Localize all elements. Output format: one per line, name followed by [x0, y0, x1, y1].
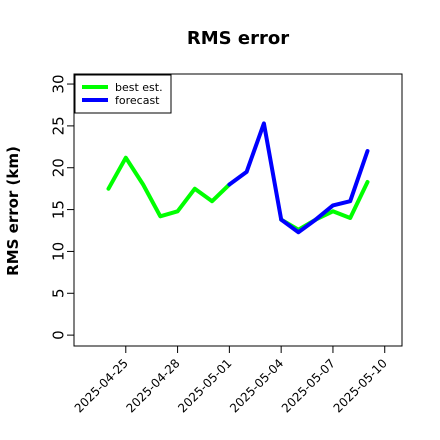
- y-tick-label: 25: [49, 116, 67, 135]
- legend-label: forecast: [115, 94, 160, 107]
- x-tick-label: 2025-04-25: [72, 356, 131, 415]
- y-tick-label: 0: [49, 330, 67, 340]
- y-axis: 0 5 10 15 20 25 30: [49, 74, 74, 340]
- x-tick-label: 2025-04-28: [123, 356, 182, 415]
- y-tick-label: 30: [49, 74, 67, 93]
- y-tick-label: 15: [49, 200, 67, 219]
- x-tick-label: 2025-05-04: [227, 356, 286, 415]
- chart-title: RMS error: [187, 28, 289, 49]
- x-tick-label: 2025-05-10: [331, 356, 390, 415]
- y-tick-label: 5: [49, 289, 67, 299]
- x-tick-label: 2025-05-01: [175, 356, 234, 415]
- y-tick-label: 10: [49, 242, 67, 261]
- series-line-forecast: [227, 121, 370, 235]
- legend-box: [74, 74, 172, 114]
- legend-label: best est.: [115, 81, 163, 94]
- series-line-best-est-: [106, 155, 232, 219]
- y-tick-label: 20: [49, 158, 67, 177]
- series-lines: [106, 121, 370, 235]
- legend: best est.forecast: [74, 74, 172, 114]
- x-tick-label: 2025-05-07: [279, 356, 338, 415]
- y-axis-label: RMS error (km): [4, 146, 22, 276]
- x-axis: 2025-04-252025-04-282025-05-012025-05-04…: [72, 346, 390, 415]
